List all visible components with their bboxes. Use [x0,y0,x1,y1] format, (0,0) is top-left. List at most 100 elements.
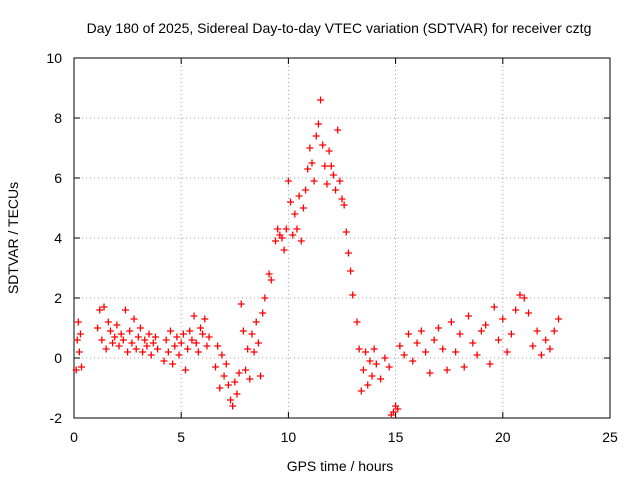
data-point [259,309,267,317]
data-point [293,225,301,233]
y-tick-label: 4 [54,230,62,246]
data-point [499,315,507,323]
data-point [529,342,537,350]
data-point [310,177,318,185]
data-point [323,180,331,188]
data-point [252,318,260,326]
data-point [282,225,290,233]
data-point [106,327,114,335]
x-tick-label: 10 [281,429,297,445]
data-point [126,327,134,335]
data-point [555,315,563,323]
data-point [169,360,177,368]
data-point [413,339,421,347]
data-point [147,351,155,359]
data-point [473,351,481,359]
data-point [319,141,327,149]
data-point [250,348,258,356]
data-point [422,348,430,356]
data-point [297,237,305,245]
data-point [355,345,363,353]
data-point [512,306,520,314]
data-point [248,330,256,338]
chart-title: Day 180 of 2025, Sidereal Day-to-day VTE… [87,20,592,36]
data-point [447,318,455,326]
data-point [229,402,237,410]
data-point [389,408,397,416]
data-point [291,210,299,218]
y-tick-label: 10 [46,50,62,66]
data-point [130,315,138,323]
data-point [317,96,325,104]
data-point [186,327,194,335]
data-point [394,405,402,413]
data-point [179,330,187,338]
x-tick-label: 0 [70,429,78,445]
data-point [302,186,310,194]
data-point [102,345,110,353]
data-point [132,345,140,353]
data-point [194,348,202,356]
data-point [306,144,314,152]
data-point [94,324,102,332]
data-point [332,186,340,194]
data-point [284,177,292,185]
data-point [104,318,112,326]
data-point [109,339,117,347]
data-point [184,345,192,353]
data-point [349,291,357,299]
x-tick-label: 25 [602,429,618,445]
data-point [364,381,372,389]
data-point [314,120,322,128]
y-axis-label: SDTVAR / TECUs [5,182,21,294]
data-point [342,228,350,236]
data-point [73,336,81,344]
axis-ticks [73,57,611,419]
data-point [113,321,121,329]
data-point [218,351,226,359]
data-point [516,291,524,299]
data-point [308,159,316,167]
data-point [98,336,106,344]
data-point [329,171,337,179]
data-point [490,303,498,311]
x-tick-labels: 0 5 10 15 20 25 [70,429,618,445]
data-point [312,132,320,140]
data-point [460,363,468,371]
x-tick-label: 20 [495,429,511,445]
data-point [121,306,129,314]
data-point [495,336,503,344]
data-point [304,165,312,173]
data-point [334,126,342,134]
data-point [267,276,275,284]
data-point [533,327,541,335]
data-point [520,294,528,302]
data-point [177,339,185,347]
data-point [347,267,355,275]
data-point [439,345,447,353]
data-point [550,327,558,335]
data-point [372,360,380,368]
data-point [237,300,245,308]
y-tick-label: 8 [54,110,62,126]
data-point [151,333,159,341]
data-point [100,303,108,311]
data-point [452,348,460,356]
data-point [295,192,303,200]
data-point [344,249,352,257]
data-point [340,201,348,209]
data-point [338,195,346,203]
data-point [175,351,183,359]
data-point [464,312,472,320]
data-point [216,384,224,392]
data-point [160,357,168,365]
data-point [400,351,408,359]
data-point [377,375,385,383]
x-axis-label: GPS time / hours [287,458,394,474]
data-point [370,345,378,353]
data-point [417,327,425,335]
data-point [456,330,464,338]
data-point [117,330,125,338]
data-point [192,339,200,347]
